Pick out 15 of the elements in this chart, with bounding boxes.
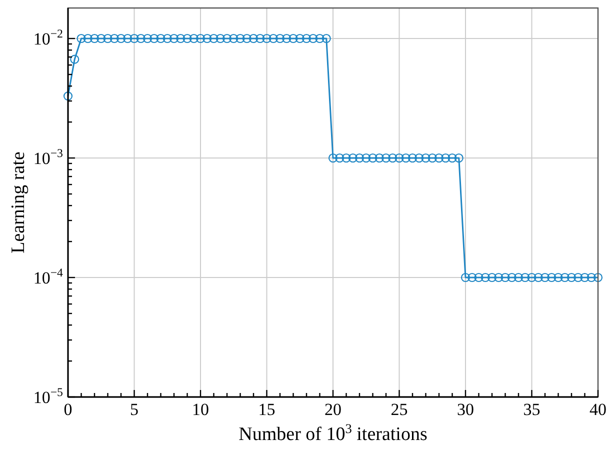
y-tick-label: 10$^{−5}$ <box>33 385 64 407</box>
x-tick-label: 10 <box>192 400 209 419</box>
y-axis-title: Learning rate <box>8 152 29 254</box>
y-tick-label: 10$^{−4}$ <box>33 266 64 288</box>
x-tick-label: 0 <box>64 400 72 419</box>
x-tick-label: 20 <box>324 400 342 419</box>
x-tick-label: 25 <box>390 400 408 419</box>
y-tick-label: 10$^{−3}$ <box>33 146 64 168</box>
x-tick-label: 40 <box>590 400 606 419</box>
x-tick-label: 35 <box>523 400 540 419</box>
x-axis-title: Number of 10$^{3}$ iterations <box>238 420 428 445</box>
x-tick-label: 5 <box>130 400 138 419</box>
x-tick-label: 15 <box>258 400 276 419</box>
x-tick-label: 30 <box>457 400 474 419</box>
y-tick-label: 10$^{−2}$ <box>33 26 64 49</box>
